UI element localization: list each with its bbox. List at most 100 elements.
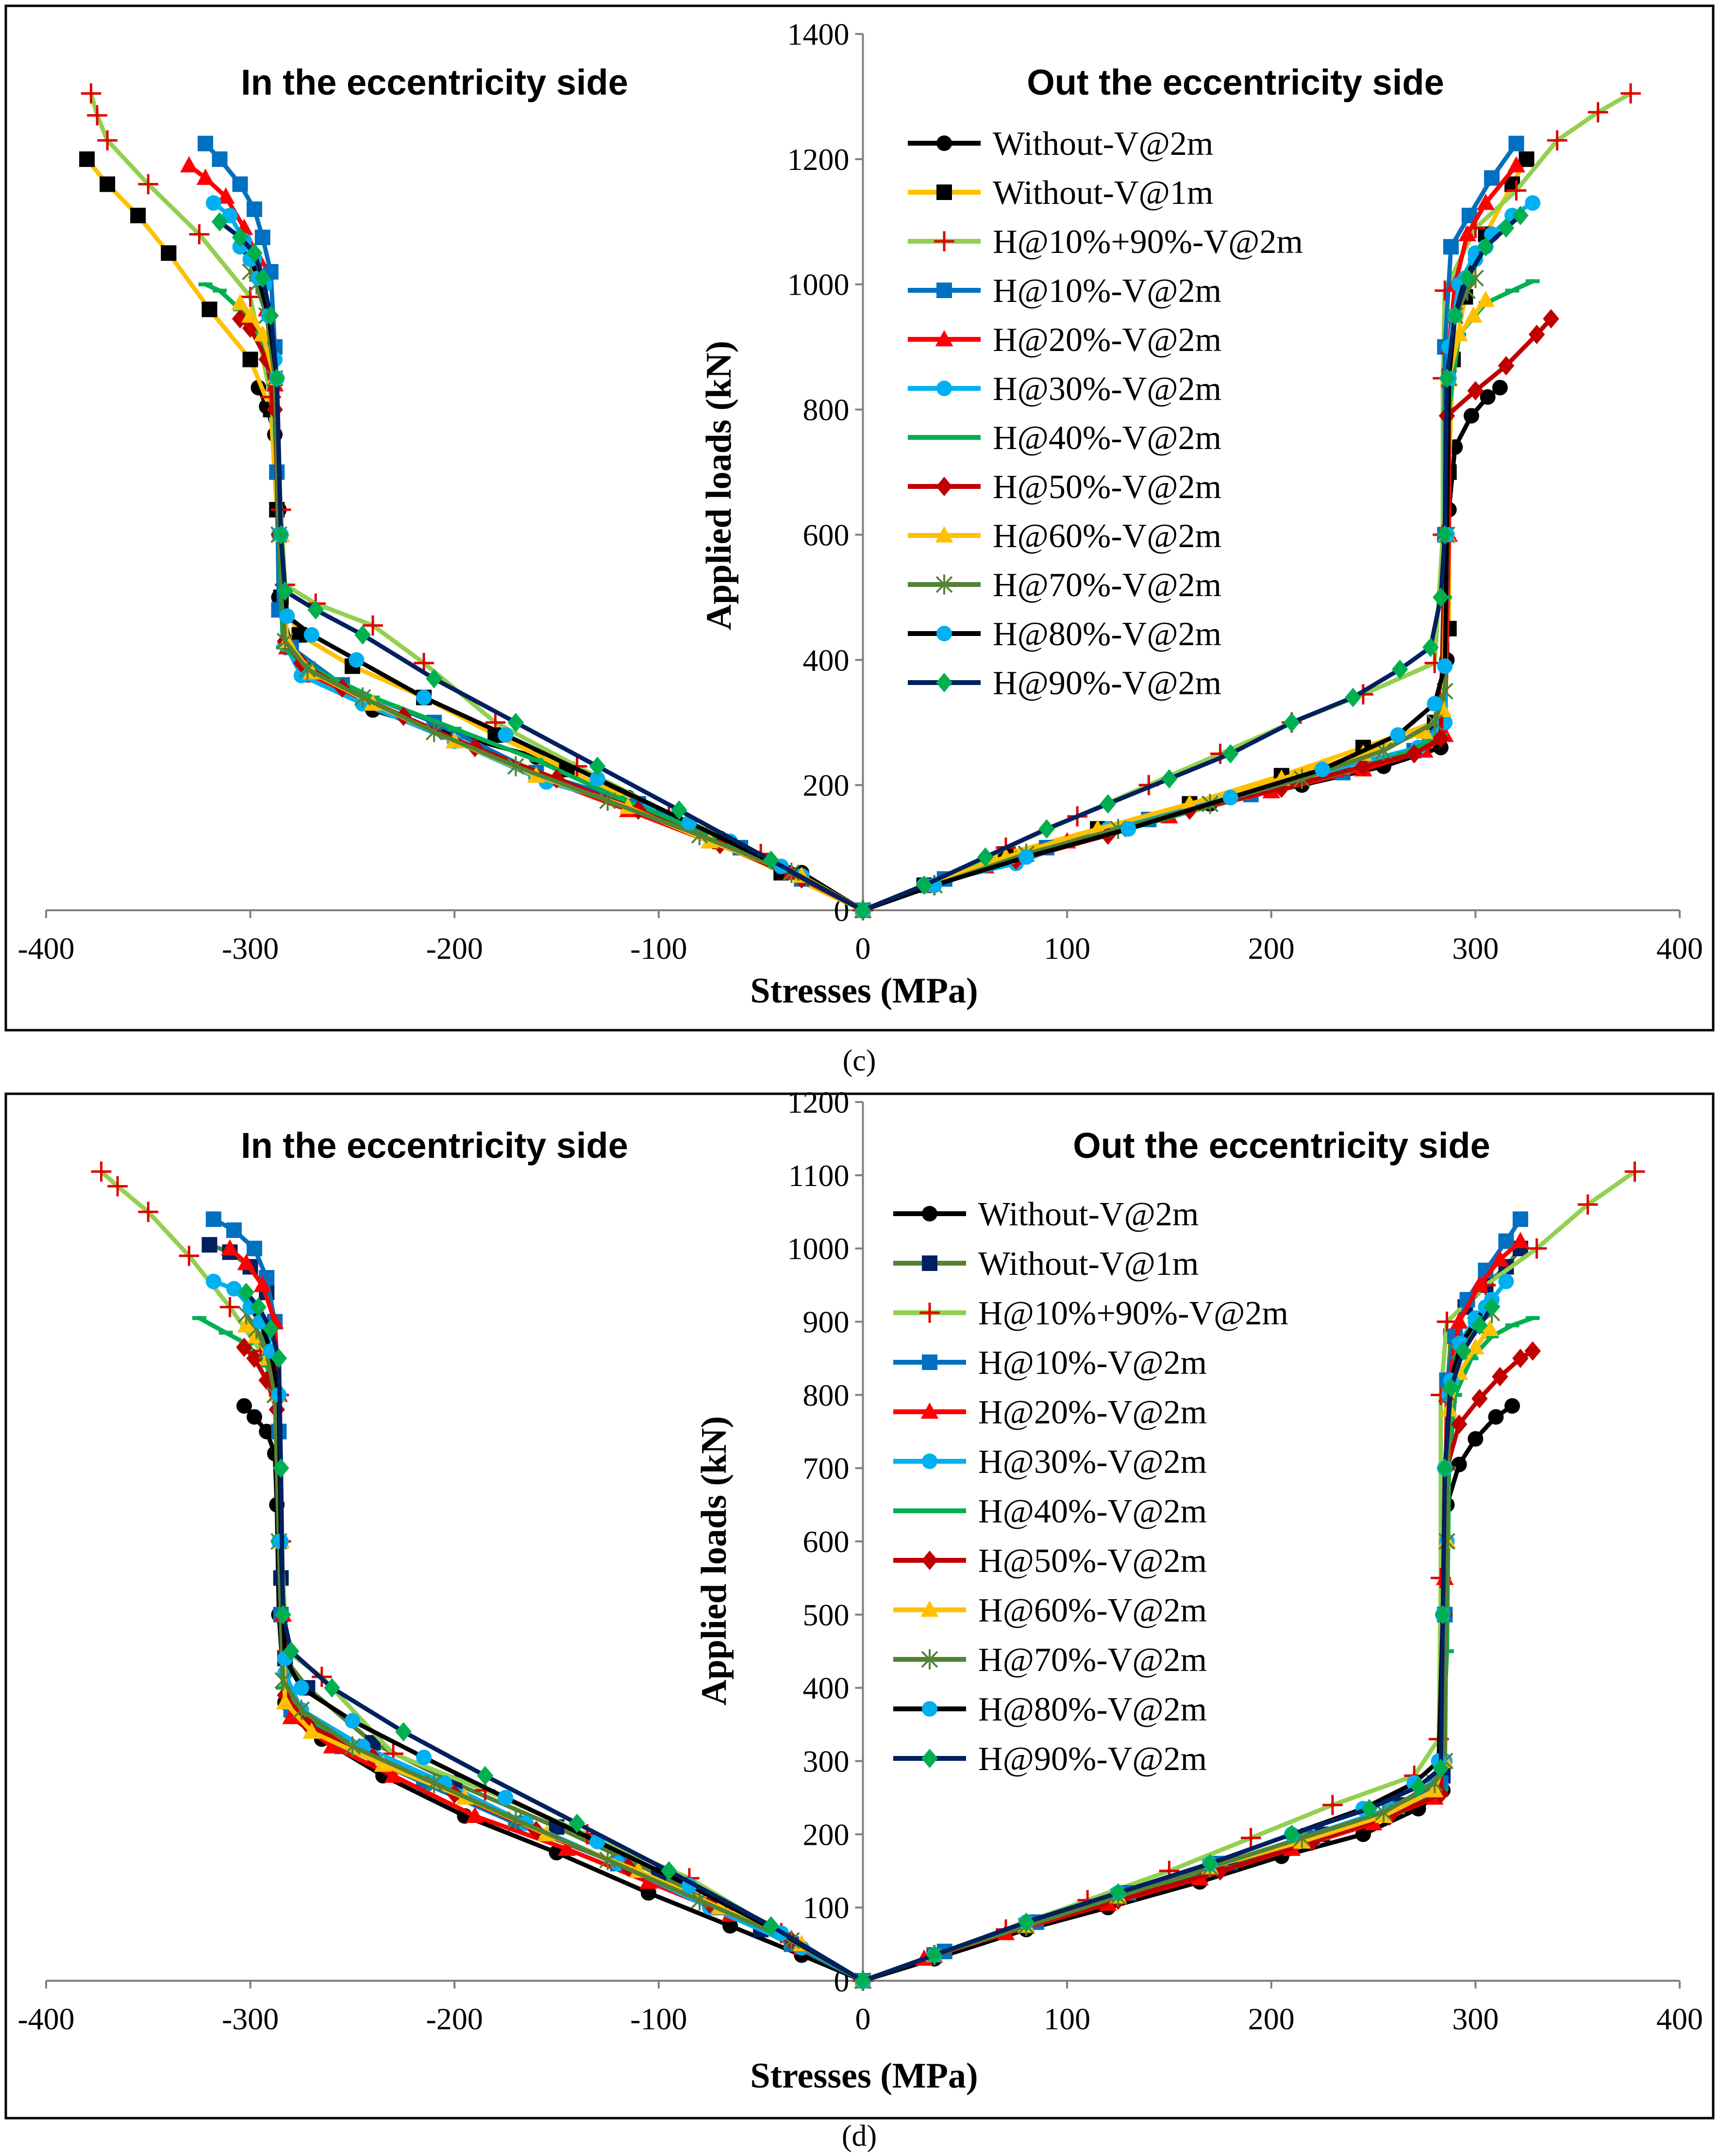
data-point <box>1410 1777 1427 1797</box>
data-point <box>205 1211 221 1227</box>
legend-label: H@80%-V@2m <box>993 616 1221 653</box>
data-point <box>1018 1912 1035 1932</box>
data-point <box>97 130 117 150</box>
legend-item: Without-V@2m <box>908 125 1213 163</box>
x-axis-label-c: Stresses (MPa) <box>750 971 978 1011</box>
data-point <box>1498 1273 1514 1289</box>
data-point <box>1512 1211 1528 1227</box>
legend-marker <box>935 526 953 543</box>
legend-label: H@90%-V@2m <box>993 665 1221 702</box>
legend-label: H@20%-V@2m <box>978 1394 1207 1431</box>
data-point <box>1202 1854 1218 1873</box>
data-point <box>1466 1338 1485 1354</box>
data-point <box>270 1348 287 1368</box>
chart-panel-d: -400 -300 -200 -100 0 100 200 300 40001002003004… <box>4 1085 1715 2120</box>
data-point <box>1463 408 1479 424</box>
data-point <box>1435 1604 1451 1624</box>
data-point <box>1447 306 1464 326</box>
data-point <box>262 1319 279 1339</box>
legend-label: H@50%-V@2m <box>993 468 1221 506</box>
data-point <box>211 212 228 232</box>
legend-label: H@10%-V@2m <box>993 272 1221 310</box>
data-point <box>253 1275 272 1292</box>
data-point <box>1120 821 1136 837</box>
legend-marker <box>934 231 954 251</box>
data-point <box>1018 849 1034 865</box>
data-point <box>189 224 210 245</box>
data-point <box>1519 151 1535 167</box>
chart-panel-c: -400 -300 -200 -100 0 100 200 300 40002004006008… <box>4 4 1715 1032</box>
data-point <box>1484 1297 1500 1317</box>
data-point <box>1322 1795 1343 1815</box>
x-tick-label: 0 <box>855 931 871 966</box>
x-tick-label: 200 <box>1248 2002 1295 2036</box>
data-point <box>1488 1409 1504 1425</box>
data-point <box>395 1722 412 1742</box>
data-point <box>1511 1232 1530 1248</box>
data-point <box>1284 713 1300 733</box>
legend-item: Without-V@1m <box>893 1245 1199 1283</box>
data-point <box>179 1245 200 1266</box>
y-tick-label: 200 <box>803 768 850 802</box>
y-axis-label-c: Applied loads (kN) <box>699 341 739 630</box>
legend-marker <box>919 1303 940 1323</box>
data-point <box>1471 1388 1488 1408</box>
legend-label: H@90%-V@2m <box>978 1740 1207 1778</box>
legend-item: H@40%-V@2m <box>893 1493 1207 1530</box>
x-tick-label: -100 <box>630 2002 687 2036</box>
legend-marker <box>936 626 952 641</box>
data-point <box>259 1364 274 1368</box>
data-point <box>247 1409 263 1425</box>
data-point <box>1498 1233 1514 1249</box>
y-tick-label: 600 <box>803 1524 850 1559</box>
legend-item: H@80%-V@2m <box>893 1691 1207 1728</box>
data-point <box>242 318 259 338</box>
legend-item: H@70%-V@2m <box>893 1641 1207 1679</box>
data-point <box>323 1737 341 1754</box>
legend-label: Without-V@1m <box>993 174 1213 212</box>
data-point <box>254 230 270 246</box>
data-point <box>1505 1323 1519 1328</box>
legend-item: H@10%-V@2m <box>893 1344 1207 1382</box>
y-tick-label: 900 <box>803 1305 850 1339</box>
data-point <box>196 168 215 185</box>
legend-label: H@10%-V@2m <box>978 1344 1207 1382</box>
data-point <box>1577 1194 1598 1215</box>
x-tick-label: -200 <box>426 2002 483 2036</box>
legend-marker <box>921 1649 938 1670</box>
data-point <box>1240 1828 1261 1848</box>
data-point <box>1525 279 1540 284</box>
data-point <box>1284 1824 1300 1844</box>
data-point <box>1397 752 1411 756</box>
data-point <box>274 1670 292 1691</box>
series-group-d <box>91 1161 1645 1991</box>
data-point <box>1492 1367 1508 1387</box>
data-point <box>1543 309 1559 329</box>
data-point <box>507 1809 524 1830</box>
data-point <box>354 687 371 708</box>
data-point <box>599 790 617 811</box>
legend-item: Without-V@1m <box>908 174 1213 212</box>
data-point <box>180 156 198 173</box>
x-tick-label: -100 <box>630 931 687 966</box>
x-tick-label: -200 <box>426 931 483 966</box>
data-point <box>1505 288 1519 293</box>
data-point <box>1222 744 1239 764</box>
data-point <box>205 195 221 211</box>
data-point <box>640 1885 656 1901</box>
legend-marker <box>922 1255 937 1271</box>
data-point <box>250 1297 267 1317</box>
y-tick-label: 400 <box>803 1671 850 1705</box>
legend-marker <box>936 135 952 151</box>
x-tick-label: 0 <box>855 2002 871 2036</box>
data-point <box>1526 1238 1547 1259</box>
data-point <box>282 1707 300 1724</box>
legend-label: Without-V@2m <box>978 1196 1199 1233</box>
data-point <box>226 1222 242 1238</box>
data-point <box>1480 389 1496 405</box>
data-point <box>416 689 432 705</box>
data-point <box>1100 794 1117 814</box>
data-point <box>246 243 263 263</box>
data-point <box>268 368 285 388</box>
data-point <box>1464 1356 1479 1360</box>
